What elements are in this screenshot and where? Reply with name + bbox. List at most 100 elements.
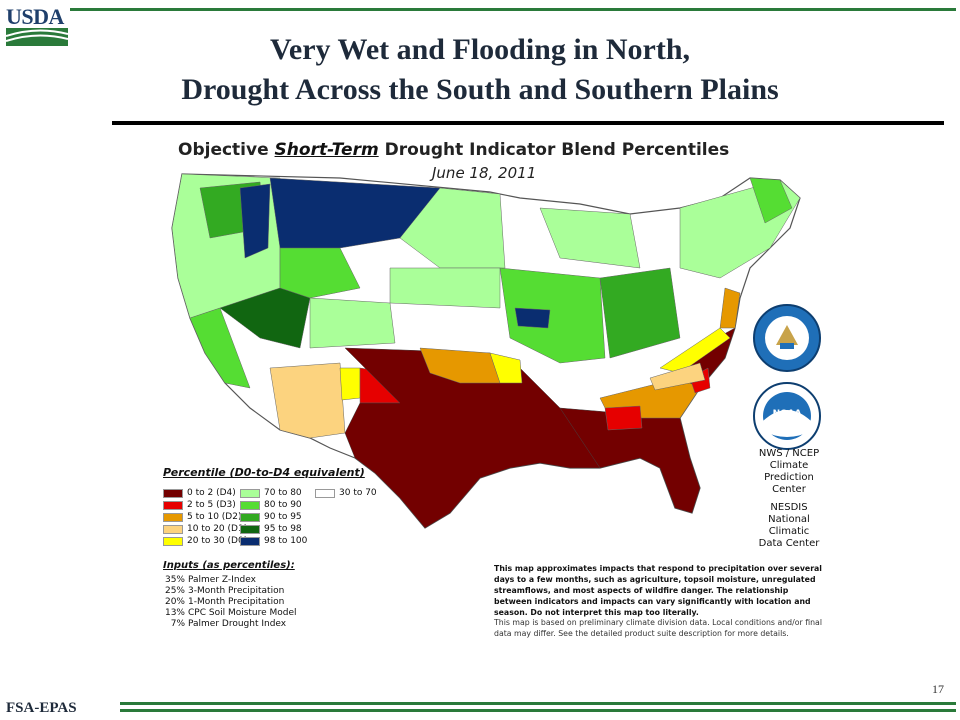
legend-swatch <box>163 512 183 522</box>
legend-swatch <box>240 512 260 522</box>
svg-text:NOAA: NOAA <box>773 409 802 419</box>
legend-label: 20 to 30 (D0) <box>187 536 248 546</box>
slide-title-line1: Very Wet and Flooding in North, <box>269 33 691 66</box>
legend-label: 80 to 90 <box>264 500 302 510</box>
agency-climate: Climate <box>769 460 809 471</box>
legend-label: 90 to 95 <box>264 512 302 522</box>
map-title-emphasis: Short-Term <box>274 140 379 160</box>
region-idaho-blue <box>239 183 271 259</box>
region-missouri-blue <box>514 307 551 329</box>
legend-swatch <box>240 524 260 534</box>
input-item: 7% Palmer Drought Index <box>163 619 286 629</box>
legend-swatch <box>163 500 183 510</box>
footer-rule-bottom <box>120 709 956 712</box>
legend-item: 5 to 10 (D2) <box>163 512 241 522</box>
region-colorado <box>309 297 396 349</box>
input-item: 13% CPC Soil Moisture Model <box>163 608 297 618</box>
region-great-lakes <box>539 207 641 269</box>
usda-logo-hills-icon <box>6 28 68 46</box>
input-percent: 20% <box>164 597 185 607</box>
legend-title: Percentile (D0-to-D4 equivalent) <box>163 466 365 479</box>
agency-data-center: Data Center <box>758 538 820 549</box>
legend-swatch <box>240 500 260 510</box>
department-of-commerce-seal-icon <box>753 304 821 372</box>
input-name: 3-Month Precipitation <box>188 586 285 596</box>
legend-swatch <box>240 536 260 546</box>
map-note-plain: This map is based on preliminary climate… <box>494 618 822 638</box>
title-rule <box>112 121 944 125</box>
legend-label: 2 to 5 (D3) <box>187 500 236 510</box>
region-ohio-valley <box>599 267 681 359</box>
region-iowa-illinois <box>499 267 606 364</box>
legend-swatch <box>163 536 183 546</box>
legend-item: 2 to 5 (D3) <box>163 500 236 510</box>
legend-label: 5 to 10 (D2) <box>187 512 242 522</box>
legend-item: 30 to 70 <box>315 488 377 498</box>
legend-label: 10 to 20 (D1) <box>187 524 248 534</box>
slide-title: Very Wet and Flooding in North, Drought … <box>0 30 960 110</box>
input-name: Palmer Z-Index <box>188 575 256 585</box>
noaa-seal-icon: NOAA <box>753 382 821 450</box>
legend-swatch <box>315 488 335 498</box>
region-tennessee-tan <box>649 362 706 391</box>
legend-item: 70 to 80 <box>240 488 302 498</box>
legend-swatch <box>163 524 183 534</box>
map-date: June 18, 2011 <box>432 164 537 182</box>
legend-item: 98 to 100 <box>240 536 307 546</box>
map-title: Objective Short-Term Drought Indicator B… <box>178 140 729 160</box>
legend-swatch <box>240 488 260 498</box>
legend-item: 10 to 20 (D1) <box>163 524 247 534</box>
legend-item: 0 to 2 (D4) <box>163 488 236 498</box>
region-oklahoma-yellow <box>489 352 523 384</box>
usda-logo: USDA <box>4 4 68 46</box>
legend-label: 95 to 98 <box>264 524 302 534</box>
legend-label: 30 to 70 <box>339 488 377 498</box>
input-percent: 7% <box>170 619 185 629</box>
legend-label: 70 to 80 <box>264 488 302 498</box>
page-number: 17 <box>932 682 944 696</box>
input-percent: 35% <box>164 575 185 585</box>
input-name: CPC Soil Moisture Model <box>188 608 297 618</box>
legend-item: 20 to 30 (D0) <box>163 536 247 546</box>
footer-rule-top <box>120 702 956 705</box>
input-item: 35% Palmer Z-Index <box>163 575 256 585</box>
agency-climatic: Climatic <box>768 526 810 537</box>
footer-org: FSA-EPAS <box>6 700 77 716</box>
legend-item: 80 to 90 <box>240 500 302 510</box>
input-name: 1-Month Precipitation <box>188 597 285 607</box>
map-title-prefix: Objective <box>178 140 275 160</box>
legend-swatch <box>163 488 183 498</box>
region-great-basin <box>219 287 311 349</box>
region-maryland <box>719 287 741 329</box>
region-alabama-red <box>604 405 643 431</box>
usda-logo-text: USDA <box>6 4 64 29</box>
region-kansas-orange <box>419 347 501 384</box>
legend-label: 0 to 2 (D4) <box>187 488 236 498</box>
agency-nws: NWS / NCEP <box>758 448 820 459</box>
input-item: 25% 3-Month Precipitation <box>163 586 284 596</box>
agency-center: Center <box>772 484 806 495</box>
input-percent: 25% <box>164 586 185 596</box>
input-item: 20% 1-Month Precipitation <box>163 597 284 607</box>
map-note-bold: This map approximates impacts that respo… <box>494 564 822 617</box>
agency-national: National <box>768 514 810 525</box>
slide-title-line2: Drought Across the South and Southern Pl… <box>181 73 779 106</box>
inputs-title: Inputs (as percentiles): <box>163 560 295 571</box>
region-arizona <box>269 362 346 439</box>
agency-credits: NWS / NCEP Climate Prediction Center NES… <box>750 448 828 550</box>
legend-item: 90 to 95 <box>240 512 302 522</box>
region-gulf-d4 <box>559 407 701 514</box>
region-maine <box>749 177 793 224</box>
agency-prediction: Prediction <box>764 472 814 483</box>
map-title-suffix: Drought Indicator Blend Percentiles <box>378 140 730 160</box>
drought-map <box>171 173 801 529</box>
region-wyoming <box>279 247 361 299</box>
region-nebraska <box>389 267 501 309</box>
input-percent: 13% <box>164 608 185 618</box>
input-name: Palmer Drought Index <box>188 619 287 629</box>
legend-label: 98 to 100 <box>264 536 308 546</box>
region-new-mexico-yellow <box>339 367 361 401</box>
legend-item: 95 to 98 <box>240 524 302 534</box>
agency-nesdis: NESDIS <box>770 502 808 513</box>
header-rule <box>70 8 956 11</box>
